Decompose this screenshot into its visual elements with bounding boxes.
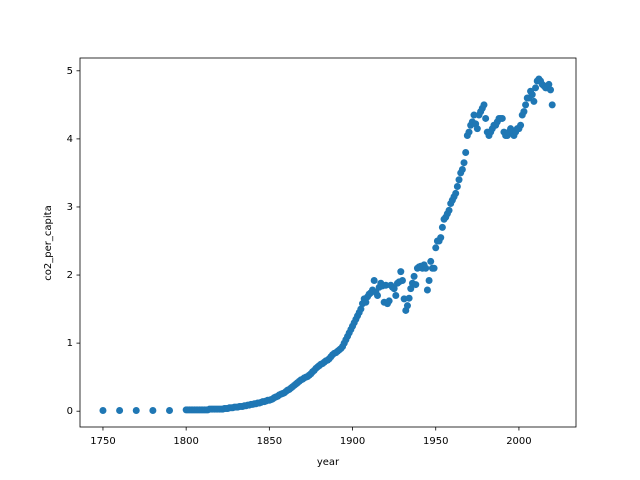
point bbox=[357, 305, 365, 313]
plot-frame bbox=[79, 57, 577, 428]
point bbox=[455, 176, 463, 184]
y-axis-label: co2_per_capita bbox=[43, 205, 54, 280]
point bbox=[423, 286, 431, 294]
x-tick-label: 1750 bbox=[90, 436, 115, 447]
point bbox=[390, 285, 398, 293]
point bbox=[99, 407, 107, 415]
point bbox=[528, 91, 536, 99]
point bbox=[385, 297, 393, 305]
y-tick-label: 3 bbox=[67, 202, 73, 213]
point bbox=[398, 276, 406, 284]
point bbox=[453, 183, 461, 191]
point bbox=[382, 281, 390, 289]
point bbox=[548, 101, 556, 109]
point bbox=[362, 298, 370, 306]
point bbox=[410, 272, 418, 280]
point bbox=[427, 257, 435, 265]
point bbox=[425, 276, 433, 284]
point bbox=[480, 101, 488, 109]
x-tick-label: 1800 bbox=[173, 436, 198, 447]
point bbox=[462, 148, 470, 156]
point bbox=[473, 125, 481, 133]
x-axis-label: year bbox=[317, 457, 340, 468]
point bbox=[520, 108, 528, 116]
point bbox=[132, 407, 140, 415]
point bbox=[482, 114, 490, 122]
x-tick-label: 2000 bbox=[506, 436, 531, 447]
point bbox=[407, 285, 415, 293]
point bbox=[149, 407, 157, 415]
point bbox=[403, 302, 411, 310]
point bbox=[370, 276, 378, 284]
y-tick-label: 4 bbox=[67, 134, 73, 145]
point bbox=[498, 114, 506, 122]
point bbox=[116, 407, 124, 415]
point bbox=[405, 294, 413, 302]
point bbox=[460, 159, 468, 167]
point bbox=[470, 111, 478, 119]
y-tick-label: 0 bbox=[67, 406, 73, 417]
point bbox=[437, 234, 445, 242]
x-tick-label: 1900 bbox=[340, 436, 365, 447]
point bbox=[517, 121, 525, 129]
point bbox=[452, 189, 460, 197]
point bbox=[522, 101, 530, 109]
point bbox=[166, 407, 174, 415]
y-tick-label: 1 bbox=[67, 338, 73, 349]
point bbox=[432, 244, 440, 252]
point bbox=[397, 268, 405, 276]
point bbox=[532, 84, 540, 92]
point bbox=[458, 166, 466, 174]
point bbox=[374, 291, 382, 299]
point bbox=[445, 206, 453, 214]
point bbox=[392, 291, 400, 299]
point bbox=[430, 264, 438, 272]
point bbox=[422, 264, 430, 272]
point bbox=[465, 128, 473, 136]
point bbox=[438, 223, 446, 231]
point bbox=[530, 97, 538, 105]
point bbox=[547, 86, 555, 94]
x-tick-label: 1950 bbox=[423, 436, 448, 447]
x-tick-label: 1850 bbox=[257, 436, 282, 447]
y-tick-label: 2 bbox=[67, 270, 73, 281]
point bbox=[545, 80, 553, 88]
y-tick-label: 5 bbox=[67, 66, 73, 77]
point bbox=[412, 281, 420, 289]
